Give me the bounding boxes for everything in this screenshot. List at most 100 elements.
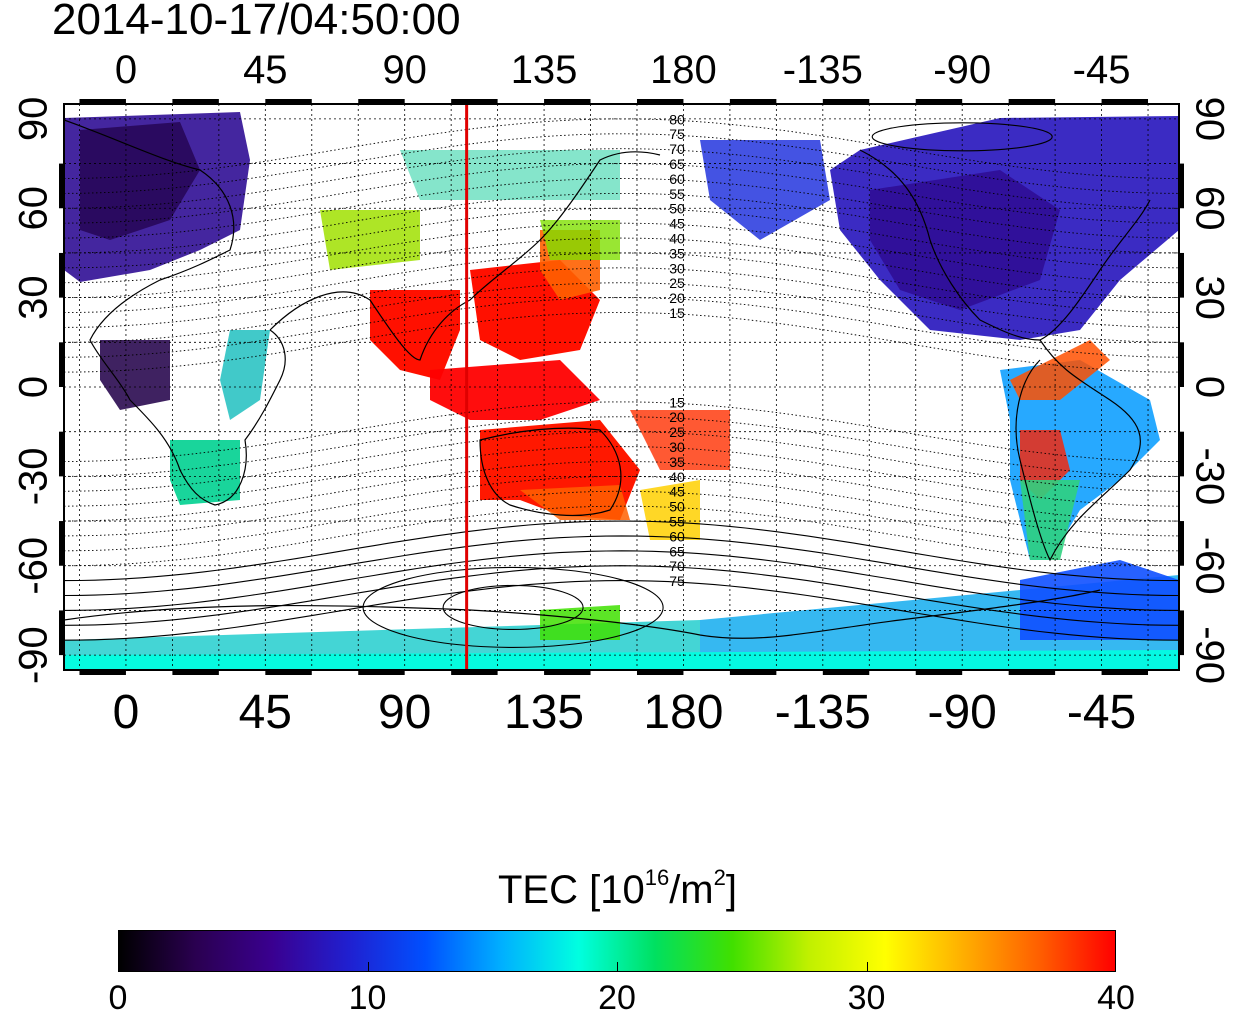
frame-stripe — [729, 99, 777, 104]
lon-tick-label-bottom: -45 — [1067, 686, 1136, 739]
tec-region-maritime — [430, 360, 600, 420]
contour-line-north — [64, 312, 1179, 373]
contour-label-north: 65 — [669, 156, 685, 172]
frame-stripe — [1179, 521, 1184, 566]
lat-tick-label-right: 0 — [1187, 376, 1231, 398]
lon-tick-label-top: -45 — [1073, 48, 1131, 92]
tec-region-north-pacific — [700, 140, 830, 240]
contour-label-north: 75 — [669, 126, 685, 142]
frame-stripe — [1008, 670, 1056, 675]
contour-label-north: 80 — [669, 111, 685, 127]
colorbar-label-text: TEC [10 — [497, 868, 645, 912]
frame-stripe — [451, 99, 498, 104]
frame-stripes — [59, 99, 1184, 675]
contour-label-north: 60 — [669, 171, 685, 187]
lon-tick-label-top: 180 — [650, 48, 717, 92]
contour-line-north — [64, 148, 1179, 209]
frame-stripe — [358, 670, 405, 675]
frame-stripe — [1179, 610, 1184, 656]
contour-line-south — [64, 490, 1179, 552]
frame-stripe — [1101, 670, 1149, 675]
contour-label-south: 70 — [669, 558, 685, 574]
tec-region-africa-south — [170, 440, 240, 505]
contour-line-north — [64, 163, 1179, 224]
colorbar-tick-label: 20 — [598, 979, 636, 1017]
lon-tick-label-bottom: 90 — [378, 686, 431, 739]
contour-label-north: 40 — [669, 231, 685, 247]
contour-label-north: 55 — [669, 186, 685, 202]
contour-line-south — [64, 461, 1179, 522]
colorbar-tick-label: 40 — [1097, 979, 1135, 1017]
lat-tick-label-left: 30 — [12, 275, 56, 320]
frame-stripe — [265, 670, 312, 675]
contour-label-south: 60 — [669, 528, 685, 544]
magnetic-contours — [64, 118, 1179, 648]
contour-label-north: 20 — [669, 290, 685, 306]
lat-tick-label-right: 60 — [1187, 186, 1231, 231]
contour-label-south: 25 — [669, 424, 685, 440]
colorbar-label-unit-exponent: 2 — [713, 865, 726, 890]
lon-tick-label-top: -135 — [783, 48, 863, 92]
contour-label-north: 70 — [669, 141, 685, 157]
contour-label-north: 45 — [669, 216, 685, 232]
contour-line-north — [64, 252, 1179, 313]
contour-label-south: 75 — [669, 573, 685, 589]
frame-stripe — [59, 163, 64, 209]
frame-stripe — [822, 99, 870, 104]
lon-tick-label-bottom: 0 — [113, 686, 140, 739]
contour-line-north — [64, 282, 1179, 343]
frame-stripe — [59, 431, 64, 477]
colorbar-tick-mark — [367, 962, 369, 972]
contour-label-north: 15 — [669, 305, 685, 321]
contour-label-south: 40 — [669, 469, 685, 485]
plot-title: 2014-10-17/04:50:00 — [52, 0, 461, 44]
contour-line-north — [64, 133, 1179, 194]
frame-stripe — [59, 252, 64, 298]
lat-tick-label-right: -60 — [1187, 537, 1231, 595]
contour-line-south — [64, 535, 1179, 597]
colorbar-label: TEC [1016/m2] — [0, 866, 1235, 914]
lon-tick-label-top: 135 — [511, 48, 578, 92]
lat-tick-label-left: 90 — [12, 97, 56, 142]
tec-region-new-zealand — [640, 480, 700, 540]
contour-line-north — [64, 222, 1179, 284]
frame-stripe — [59, 610, 64, 656]
contour-label-north: 30 — [669, 260, 685, 276]
contour-label-north: 25 — [669, 275, 685, 291]
frame-stripe — [636, 670, 684, 675]
frame-stripe — [1179, 431, 1184, 477]
tec-region-south-america-north — [1010, 340, 1110, 400]
frame-stripe — [79, 99, 126, 104]
frame-stripe — [729, 670, 777, 675]
lon-tick-label-bottom: -135 — [775, 686, 871, 739]
contour-line-north — [64, 267, 1179, 328]
contour-labels: 8075706560555045403530252015152025303540… — [669, 111, 685, 589]
frame-stripe — [544, 670, 591, 675]
contour-label-south: 55 — [669, 514, 685, 530]
contour-line-north — [64, 297, 1179, 358]
tec-region-pacific-sw — [630, 410, 730, 470]
lat-tick-label-right: 30 — [1187, 275, 1231, 320]
lat-tick-label-right: -90 — [1187, 626, 1231, 684]
colorbar-label-exponent: 16 — [644, 865, 670, 890]
lat-tick-label-left: -60 — [12, 537, 56, 595]
lon-tick-label-bottom: 135 — [504, 686, 584, 739]
contour-line-north — [64, 237, 1179, 299]
contour-line-south — [64, 505, 1179, 567]
contour-line-north — [64, 178, 1179, 239]
contour-label-south: 20 — [669, 409, 685, 425]
contour-line-south — [64, 580, 1179, 641]
contour-label-south: 15 — [669, 394, 685, 410]
frame-stripe — [358, 99, 405, 104]
colorbar-tick-label: 0 — [108, 979, 128, 1017]
colorbar-tick-label: 30 — [847, 979, 886, 1017]
contour-line-north — [64, 207, 1179, 269]
tec-region-central-asia — [320, 210, 420, 270]
contour-polar-oval — [442, 584, 584, 630]
frame-stripe — [265, 99, 312, 104]
frame-stripe — [1179, 342, 1184, 387]
lat-tick-label-right: -30 — [1187, 447, 1231, 505]
tec-region-africa-west — [100, 340, 170, 410]
frame-stripe — [79, 670, 126, 675]
